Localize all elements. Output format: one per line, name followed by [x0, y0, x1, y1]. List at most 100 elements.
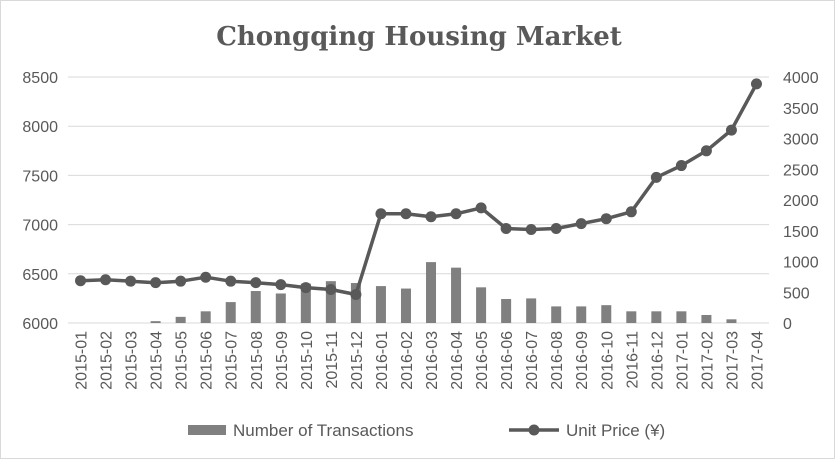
- x-axis-tick: 2017-01: [674, 331, 691, 390]
- price-point: [200, 271, 212, 283]
- price-point: [350, 288, 362, 300]
- legend-line-marker: [528, 424, 540, 436]
- bar-series: [150, 262, 737, 323]
- x-axis-tick: 2016-02: [399, 331, 416, 390]
- transaction-bar: [676, 311, 687, 323]
- transaction-bar: [551, 306, 562, 323]
- right-axis-tick: 500: [783, 285, 810, 302]
- left-axis-tick: 7000: [22, 218, 58, 235]
- transaction-bar: [701, 315, 712, 323]
- price-point: [275, 279, 287, 291]
- x-axis-tick: 2015-03: [124, 331, 141, 390]
- transaction-bar: [375, 286, 386, 323]
- transaction-bar: [225, 302, 236, 323]
- price-point: [250, 277, 262, 289]
- right-axis-tick: 4000: [783, 70, 819, 87]
- price-point: [375, 208, 387, 220]
- x-axis-ticks: 2015-01 2015-02 2015-03 2015-04 2015-05 2015-…: [74, 331, 767, 390]
- transaction-bar: [175, 316, 186, 323]
- price-point: [650, 171, 662, 183]
- price-point: [325, 284, 337, 296]
- x-axis-tick: 2016-01: [374, 331, 391, 390]
- x-axis-tick: 2016-04: [449, 331, 466, 390]
- transaction-bar: [501, 299, 512, 323]
- x-axis-tick: 2016-12: [649, 331, 666, 390]
- price-point: [225, 275, 237, 287]
- x-axis-tick: 2015-08: [249, 331, 266, 390]
- x-axis-tick: 2015-01: [74, 331, 91, 390]
- price-point: [675, 160, 687, 172]
- price-point: [575, 218, 587, 230]
- x-axis-tick: 2015-09: [274, 331, 291, 390]
- transaction-bar: [451, 267, 462, 323]
- price-point: [525, 224, 537, 236]
- transaction-bar: [325, 281, 336, 323]
- price-point: [425, 211, 437, 223]
- price-point: [125, 275, 137, 287]
- transaction-bar: [275, 293, 286, 323]
- price-point: [150, 277, 162, 289]
- left-axis-ticks: 6000 6500 7000 7500 8000 8500: [22, 70, 58, 333]
- left-axis-tick: 8500: [22, 70, 58, 87]
- price-point: [400, 208, 412, 220]
- price-point: [75, 275, 87, 287]
- price-point: [450, 208, 462, 220]
- x-axis-tick: 2016-08: [549, 331, 566, 390]
- x-axis-tick: 2015-06: [199, 331, 216, 390]
- price-point: [625, 206, 637, 218]
- transaction-bar: [601, 305, 612, 323]
- x-axis-tick: 2015-02: [99, 331, 116, 390]
- x-axis-tick: 2017-02: [699, 331, 716, 390]
- price-point: [300, 282, 312, 294]
- transaction-bar: [350, 283, 361, 323]
- x-axis-tick: 2015-05: [174, 331, 191, 390]
- x-axis-tick: 2015-12: [349, 331, 366, 390]
- right-axis-tick: 1000: [783, 255, 819, 272]
- x-axis-tick: 2017-04: [749, 331, 766, 390]
- transaction-bar: [400, 288, 411, 323]
- x-axis-tick: 2015-04: [149, 331, 166, 390]
- x-axis-tick: 2015-11: [324, 331, 341, 389]
- right-axis-tick: 2000: [783, 193, 819, 210]
- transaction-bar: [150, 321, 161, 323]
- transaction-bar: [576, 306, 587, 323]
- price-point: [750, 78, 762, 90]
- price-point: [725, 124, 737, 136]
- x-axis-tick: 2016-06: [499, 331, 516, 390]
- legend-bar-swatch: [188, 425, 226, 435]
- x-axis-tick: 2016-11: [624, 331, 641, 389]
- transaction-bar: [426, 262, 437, 323]
- x-axis-tick: 2015-10: [299, 331, 316, 390]
- left-axis-tick: 6500: [22, 267, 58, 284]
- transaction-bar: [626, 311, 637, 323]
- transaction-bar: [250, 291, 261, 323]
- legend-line-label: Unit Price (¥): [566, 421, 665, 440]
- right-axis-tick: 3000: [783, 132, 819, 149]
- price-point: [500, 223, 512, 235]
- right-axis-tick: 1500: [783, 224, 819, 241]
- transaction-bar: [476, 287, 487, 323]
- transaction-bar: [200, 311, 211, 323]
- left-axis-tick: 7500: [22, 168, 58, 185]
- right-axis-tick: 2500: [783, 162, 819, 179]
- grid-lines: [68, 76, 769, 324]
- x-axis-tick: 2016-03: [424, 331, 441, 390]
- price-point: [600, 213, 612, 225]
- price-point: [550, 223, 562, 235]
- chart-title: Chongqing Housing Market: [216, 22, 622, 52]
- right-axis-tick: 0: [783, 316, 792, 333]
- transaction-bar: [726, 319, 737, 323]
- legend-bar-label: Number of Transactions: [233, 421, 413, 440]
- price-line: [80, 83, 759, 297]
- x-axis-tick: 2016-07: [524, 331, 541, 390]
- left-axis-tick: 6000: [22, 316, 58, 333]
- transaction-bar: [651, 311, 662, 323]
- line-series: [75, 78, 762, 300]
- price-point: [700, 145, 712, 157]
- x-axis-tick: 2016-05: [474, 331, 491, 390]
- left-axis-tick: 8000: [22, 119, 58, 136]
- price-point: [100, 274, 112, 286]
- x-axis-tick: 2016-09: [574, 331, 591, 390]
